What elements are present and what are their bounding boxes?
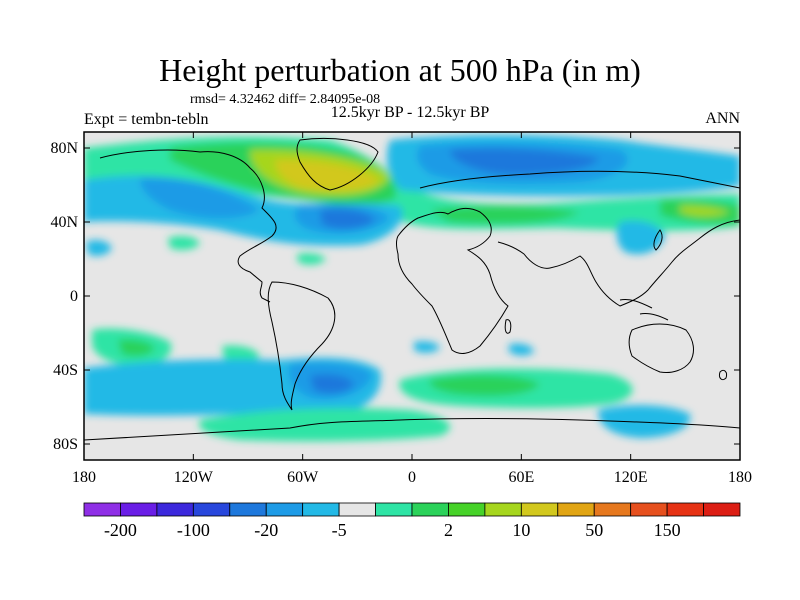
colorbar-box — [666, 502, 704, 517]
lon-tick-label: 180 — [728, 469, 752, 486]
lon-tick-label: 60E — [508, 469, 534, 486]
colorbar-box — [156, 502, 194, 517]
colorbar-box — [557, 502, 595, 517]
colorbar-box — [593, 502, 632, 517]
colorbar-box — [630, 502, 668, 517]
colorbar-box — [120, 502, 158, 517]
lat-tick-label: 80S — [53, 436, 78, 453]
lon-tick-label: 120W — [174, 469, 214, 486]
colorbar-label: 50 — [585, 520, 603, 540]
colorbar-box — [83, 502, 121, 517]
colorbar-label: -200 — [104, 520, 137, 540]
colorbar-label: 10 — [512, 520, 530, 540]
colorbar-box — [302, 502, 340, 517]
colorbar-label: 2 — [444, 520, 453, 540]
lon-tick-label: 120E — [614, 469, 648, 486]
lat-tick-label: 0 — [70, 288, 78, 305]
lat-tick-label: 80N — [50, 140, 78, 157]
lat-tick-label: 40S — [53, 362, 78, 379]
lat-tick-label: 40N — [50, 214, 78, 231]
contour-fill — [84, 134, 740, 442]
colorbar-box — [338, 502, 376, 517]
colorbar-box — [448, 502, 486, 517]
map-title: Height perturbation at 500 hPa (in m) — [159, 52, 641, 88]
coastlines — [84, 138, 740, 441]
colorbar-box — [520, 502, 559, 517]
experiment-label: Expt = tembn-tebln — [84, 111, 209, 128]
colorbar-label: -100 — [177, 520, 210, 540]
colorbar-box — [229, 502, 267, 517]
map-axes: 80N 40N 0 40S 80S 180 120W 60W 0 60E 120E 180 — [50, 132, 752, 486]
colorbar-box — [484, 502, 522, 517]
lon-tick-label: 0 — [408, 469, 416, 486]
colorbar-box — [411, 502, 449, 517]
stats-text: rmsd= 4.32462 diff= 2.84095e-08 — [190, 92, 381, 107]
colorbar-label: -20 — [254, 520, 278, 540]
colorbar-box — [265, 502, 304, 517]
colorbar-box — [192, 502, 231, 517]
lon-tick-label: 180 — [72, 469, 96, 486]
lon-tick-label: 60W — [287, 469, 319, 486]
period-label: 12.5kyr BP - 12.5kyr BP — [330, 104, 490, 121]
colorbar-label: -5 — [332, 520, 347, 540]
colorbar-box — [703, 502, 741, 517]
colorbar-label: 150 — [654, 520, 681, 540]
colorbar-box — [375, 502, 413, 517]
season-label: ANN — [705, 110, 740, 127]
